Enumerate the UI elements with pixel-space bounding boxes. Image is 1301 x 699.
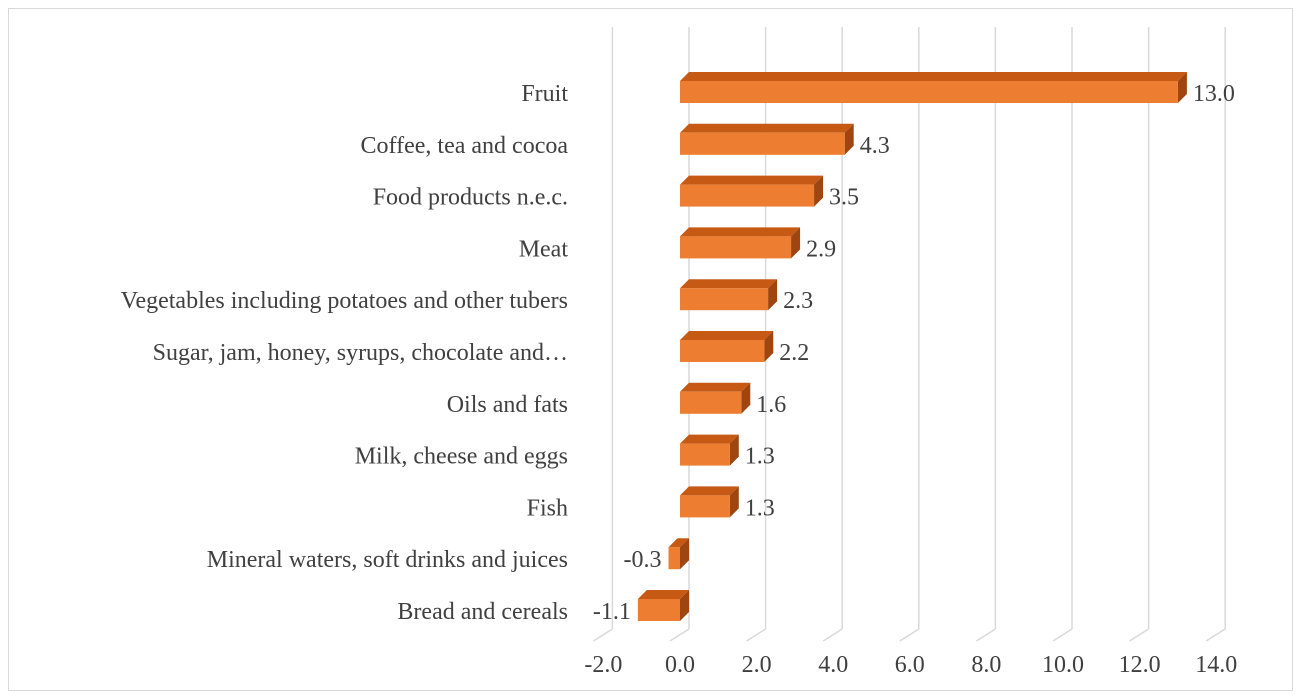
gridline-floor: [1129, 628, 1150, 642]
bar-side-face: [791, 227, 801, 259]
labels: -2.0 0.0 2.0 4.0 6.0 8.0 10.0 12.0 14.0 Fruit 13.0…: [121, 81, 1237, 678]
value-label: 4.3: [860, 133, 890, 159]
value-label: 2.9: [806, 236, 836, 262]
bar: [668, 538, 689, 570]
value-label: -0.3: [624, 547, 662, 573]
bar-side-face: [741, 382, 751, 414]
value-label: 1.6: [756, 392, 786, 418]
bar-front-face: [680, 443, 730, 466]
bar-top-face: [680, 434, 739, 444]
bar: [637, 590, 689, 621]
bar: [680, 434, 739, 466]
bar-top-face: [680, 486, 739, 496]
bar-top-face: [637, 590, 689, 599]
value-label: 1.3: [745, 495, 775, 521]
value-label: 13.0: [1193, 81, 1235, 107]
value-label: 3.5: [829, 185, 859, 211]
gridline-floor: [822, 628, 843, 642]
category-label: Sugar, jam, honey, syrups, chocolate and…: [153, 340, 568, 366]
category-label: Fruit: [521, 81, 568, 107]
gridline-floor: [1052, 628, 1073, 642]
bar: [680, 72, 1187, 103]
category-label: Oils and fats: [447, 392, 568, 418]
bar: [680, 279, 778, 311]
category-label: Bread and cereals: [397, 599, 568, 625]
x-tick-label: 8.0: [971, 652, 1001, 678]
bar-side-face: [764, 331, 774, 362]
gridline-floor: [592, 628, 613, 642]
gridline-floor: [1205, 628, 1226, 642]
x-tick-label: 12.0: [1119, 652, 1161, 678]
bar-front-face: [668, 547, 680, 570]
x-tick-label: 0.0: [665, 652, 695, 678]
chart-frame: -2.0 0.0 2.0 4.0 6.0 8.0 10.0 12.0 14.0 Fruit 13.0…: [8, 8, 1293, 691]
bar-front-face: [680, 391, 742, 414]
bar-front-face: [680, 184, 815, 207]
bar-top-face: [680, 279, 778, 289]
value-label: 2.2: [779, 340, 809, 366]
bar-side-face: [1177, 72, 1187, 103]
bar-side-face: [729, 486, 739, 518]
bar-side-face: [680, 590, 689, 621]
bar: [680, 382, 751, 414]
bar-top-face: [668, 538, 689, 548]
bar-front-face: [680, 81, 1178, 103]
category-label: Vegetables including potatoes and other …: [121, 288, 568, 314]
bar-top-face: [680, 123, 854, 133]
category-label: Milk, cheese and eggs: [355, 444, 568, 470]
x-tick-label: 14.0: [1195, 652, 1237, 678]
bar-chart: -2.0 0.0 2.0 4.0 6.0 8.0 10.0 12.0 14.0 Fruit 13.0…: [121, 27, 1237, 678]
category-label: Fish: [527, 495, 568, 521]
value-label: 1.3: [745, 444, 775, 470]
gridline-floor: [746, 628, 767, 642]
bar-front-face: [680, 132, 845, 155]
category-label: Food products n.e.c.: [373, 185, 568, 211]
category-label: Coffee, tea and cocoa: [361, 133, 569, 159]
bar-front-face: [680, 236, 792, 259]
gridline-floor: [975, 628, 996, 642]
gridline-floor: [669, 628, 690, 642]
bar-front-face: [680, 288, 769, 311]
bar-side-face: [844, 123, 854, 155]
gridline-floor: [899, 628, 920, 642]
bar-top-face: [680, 382, 751, 392]
bar-top-face: [680, 227, 801, 237]
x-tick-label: 4.0: [818, 652, 848, 678]
bar-side-face: [768, 279, 778, 311]
bar-top-face: [680, 331, 774, 340]
bars: [637, 72, 1187, 621]
bar-front-face: [680, 340, 765, 362]
bar: [680, 227, 801, 259]
value-label: -1.1: [593, 599, 631, 625]
bar-side-face: [814, 175, 824, 207]
bar-side-face: [680, 538, 689, 570]
x-tick-label: -2.0: [584, 652, 622, 678]
bar: [680, 486, 739, 518]
x-tick-label: 6.0: [895, 652, 925, 678]
bar-top-face: [680, 72, 1187, 81]
x-tick-label: 2.0: [742, 652, 772, 678]
bar: [680, 331, 774, 362]
category-label: Meat: [519, 236, 569, 262]
bar: [680, 175, 824, 207]
bar-top-face: [680, 175, 824, 185]
bar-front-face: [680, 495, 730, 518]
bar: [680, 123, 854, 155]
category-label: Mineral waters, soft drinks and juices: [207, 547, 568, 573]
bar-side-face: [729, 434, 739, 466]
bar-front-face: [637, 599, 680, 621]
x-tick-label: 10.0: [1042, 652, 1084, 678]
value-label: 2.3: [783, 288, 813, 314]
